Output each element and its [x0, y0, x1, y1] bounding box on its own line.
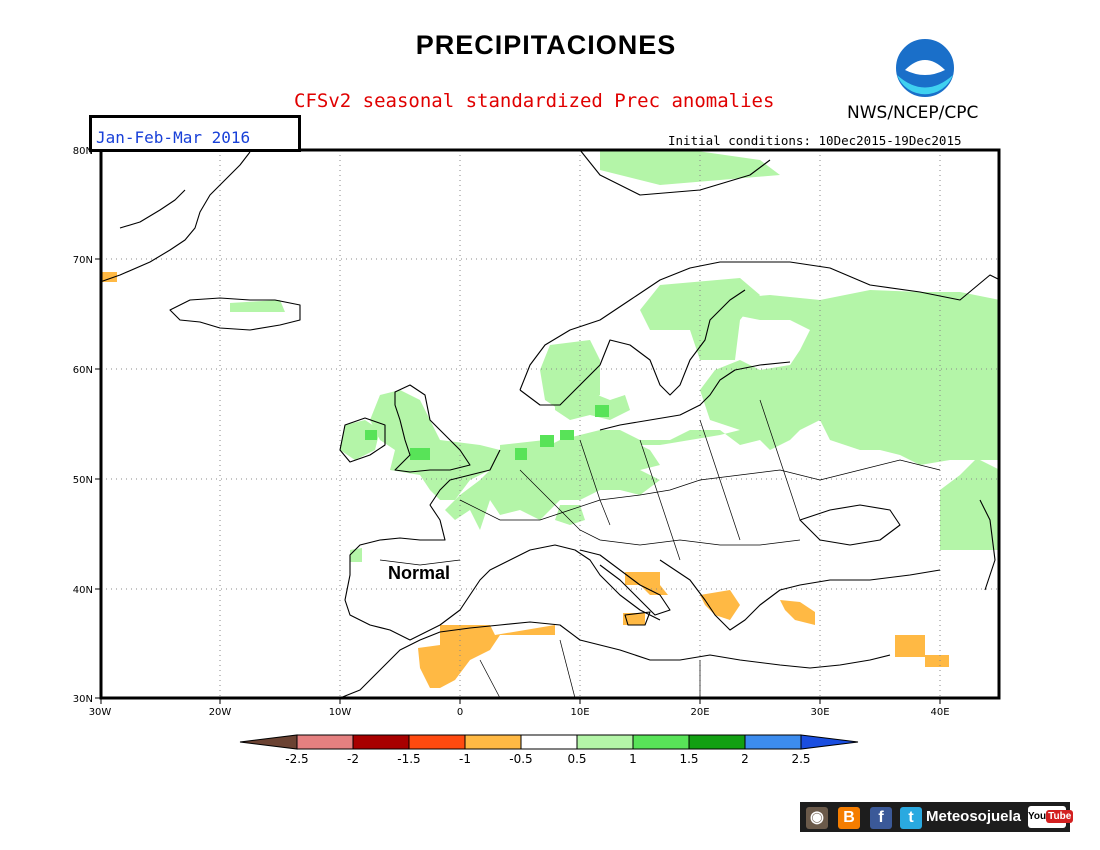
- colorbar-swatch: [520, 734, 578, 750]
- page-title: PRECIPITACIONES: [415, 30, 677, 60]
- colorbar-label: -2.5: [285, 752, 308, 766]
- colorbar-label: 2.5: [791, 752, 810, 766]
- y-tick-label: 40N: [73, 585, 93, 596]
- colorbar-labels: -2.5 -2 -1.5 -1 -0.5 0.5 1 1.5 2 2.5: [285, 752, 810, 766]
- social-media-bar: ◉ B f t Meteosojuela You Tube: [800, 802, 1074, 832]
- colorbar-label: -1.5: [397, 752, 420, 766]
- blogger-icon[interactable]: B: [838, 807, 860, 829]
- x-tick-labels: 30W 20W 10W 0 10E 20E 30E 40E: [89, 707, 950, 718]
- colorbar-label: -1: [459, 752, 471, 766]
- x-tick-label: 30E: [810, 707, 829, 718]
- colorbar-swatch: [744, 734, 802, 750]
- map-annotation-normal: Normal: [388, 563, 451, 583]
- y-tick-label: 60N: [73, 365, 93, 376]
- colorbar-label: -2: [347, 752, 359, 766]
- y-tick-label: 80N: [73, 146, 93, 157]
- x-tick-label: 10E: [570, 707, 589, 718]
- colorbar: [239, 734, 859, 750]
- colorbar-swatch: [352, 734, 410, 750]
- colorbar-end-high: [800, 734, 859, 750]
- colorbar-swatch: [296, 734, 354, 750]
- facebook-icon[interactable]: f: [870, 807, 892, 829]
- twitter-icon[interactable]: t: [900, 807, 922, 829]
- colorbar-label: 2: [741, 752, 749, 766]
- x-tick-label: 20E: [690, 707, 709, 718]
- colorbar-swatch: [576, 734, 634, 750]
- social-label: Meteosojuela: [926, 808, 1022, 825]
- coastlines: [99, 149, 1001, 699]
- x-tick-label: 30W: [89, 707, 112, 718]
- strong-positive-fill: [365, 405, 609, 460]
- country-borders: [379, 399, 941, 699]
- initial-conditions: Initial conditions: 10Dec2015-19Dec2015: [668, 133, 962, 148]
- colorbar-swatch: [688, 734, 746, 750]
- colorbar-end-low: [239, 734, 298, 750]
- noaa-logo-icon: [894, 37, 956, 99]
- y-tick-labels: 30N 40N 50N 60N 70N 80N: [73, 146, 93, 705]
- colorbar-label: 1.5: [679, 752, 698, 766]
- x-tick-label: 0: [457, 707, 463, 718]
- x-tick-label: 40E: [930, 707, 949, 718]
- youtube-tube: Tube: [1046, 810, 1074, 823]
- y-tick-label: 30N: [73, 694, 93, 705]
- youtube-icon[interactable]: You Tube: [1028, 806, 1074, 828]
- y-tick-label: 50N: [73, 475, 93, 486]
- y-tick-label: 70N: [73, 255, 93, 266]
- colorbar-label: 1: [629, 752, 637, 766]
- chart-subtitle: CFSv2 seasonal standardized Prec anomali…: [294, 90, 775, 112]
- tick-marks: [95, 149, 941, 704]
- colorbar-label: 0.5: [567, 752, 586, 766]
- colorbar-swatch: [408, 734, 466, 750]
- map-frame: [99, 148, 1001, 700]
- x-tick-label: 10W: [329, 707, 352, 718]
- colorbar-label: -0.5: [509, 752, 532, 766]
- agency-label: NWS/NCEP/CPC: [847, 103, 979, 123]
- forecast-period: Jan-Feb-Mar 2016: [96, 128, 251, 147]
- colorbar-swatch: [464, 734, 522, 750]
- youtube-you: You: [1028, 811, 1047, 822]
- period-frame: [89, 115, 301, 152]
- colorbar-swatch: [632, 734, 690, 750]
- x-tick-label: 20W: [209, 707, 232, 718]
- camera-icon[interactable]: ◉: [806, 807, 828, 829]
- positive-anomaly-fill: [230, 150, 1000, 562]
- negative-anomaly-fill: [100, 272, 949, 688]
